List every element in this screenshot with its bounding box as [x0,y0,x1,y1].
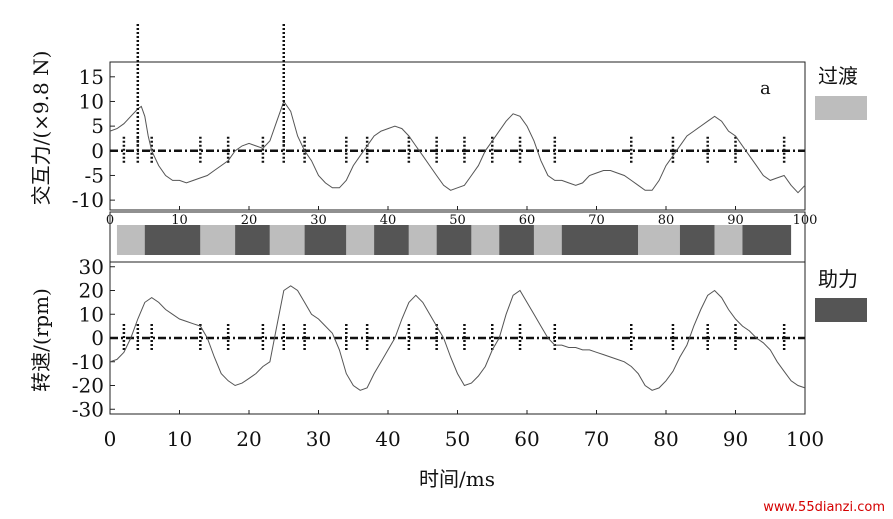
bottom-y-axis-label: 转速/(rpm) [29,288,53,392]
state-segment [408,225,437,255]
bottom-x-tick-label: 0 [104,427,117,451]
bottom-x-tick-label: 100 [786,427,824,451]
bottom-x-tick-label: 10 [167,427,192,451]
legend-swatch [815,96,867,120]
top-x-tick-label: 10 [171,213,188,228]
state-segment [269,225,305,255]
top-x-tick-label: 80 [658,213,675,228]
state-panel [109,211,806,263]
legend-label: 过渡 [818,64,858,88]
state-segment [346,225,375,255]
state-segment [533,225,562,255]
bottom-x-tick-label: 40 [375,427,400,451]
bottom-x-tick-label: 50 [445,427,470,451]
top-x-tick-label: 40 [380,213,397,228]
top-x-tick-label: 60 [519,213,536,228]
panel-label: a [760,78,771,99]
state-segment [436,225,472,255]
state-segment [471,225,500,255]
bottom-x-tick-label: 70 [584,427,609,451]
state-segment [638,225,680,255]
state-segment [116,225,145,255]
state-segment [561,225,639,255]
top-x-tick-label: 30 [310,213,327,228]
state-segment [742,225,792,255]
bottom-x-tick-label: 30 [306,427,331,451]
bottom-y-tick-label: 30 [79,255,104,279]
top-y-tick-label: 0 [91,139,104,163]
bottom-y-tick-label: -30 [72,397,104,421]
bottom-y-tick-label: 10 [79,302,104,326]
top-y-tick-label: 15 [79,65,104,89]
legend-label: 助力 [818,267,858,291]
top-x-tick-label: 90 [727,213,744,228]
state-segment [679,225,715,255]
bottom-x-tick-label: 80 [653,427,678,451]
bottom-x-tick-label: 20 [236,427,261,451]
state-segment [200,225,236,255]
legend-swatch [815,298,867,322]
state-segment [499,225,534,255]
top-series-line [109,100,806,194]
bottom-y-tick-label: 0 [91,326,104,350]
state-segment [235,225,270,255]
bottom-y-tick-label: -10 [72,350,104,374]
state-segment [144,225,201,255]
top-y-axis-label: 交互力/(×9.8 N) [29,51,53,206]
state-segment [304,225,347,255]
bottom-series-line [109,285,806,391]
top-y-tick-label: -5 [85,163,104,187]
top-x-tick-label: 20 [241,213,258,228]
bottom-x-tick-label: 60 [514,427,539,451]
bottom-x-tick-label: 90 [723,427,748,451]
top-y-tick-label: 5 [91,114,104,138]
bottom-y-tick-label: 20 [79,279,104,303]
top-y-tick-label: 10 [79,89,104,113]
state-segment [374,225,409,255]
top-x-tick-label: 50 [449,213,466,228]
top-x-tick-label: 70 [588,213,605,228]
top-y-tick-label: -10 [72,188,104,212]
x-axis-label: 时间/ms [419,467,495,491]
bottom-y-tick-label: -20 [72,374,104,398]
watermark: www.55dianzi.com [763,500,885,515]
state-segment [714,225,743,255]
